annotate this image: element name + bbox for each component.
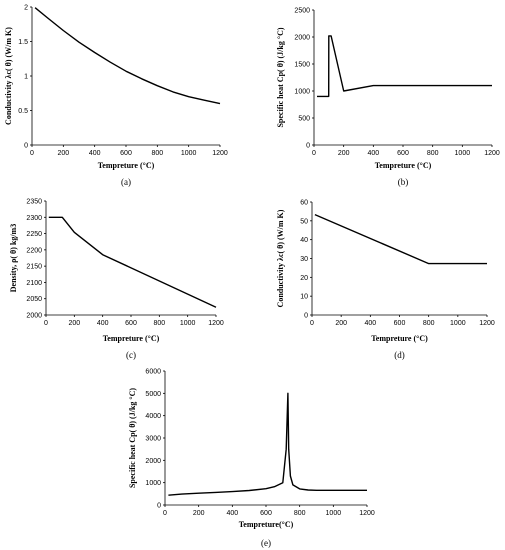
panel-label-e: (e): [261, 538, 271, 548]
y-tick-label: 2050: [26, 296, 42, 303]
x-tick-label: 800: [151, 150, 163, 157]
x-tick-label: 1200: [479, 320, 495, 327]
x-tick-label: 0: [44, 320, 48, 327]
y-tick-label: 0: [306, 143, 310, 150]
y-tick-label: 2500: [294, 8, 310, 15]
y-tick-label: 1000: [145, 480, 161, 487]
y-tick-label: 5000: [145, 391, 161, 398]
y-tick-label: 3000: [145, 436, 161, 443]
y-tick-label: 2150: [26, 264, 42, 271]
x-tick-label: 600: [125, 320, 137, 327]
y-tick-label: 40: [300, 237, 308, 244]
x-tick-label: 200: [57, 150, 69, 157]
y-tick-label: 0.5: [18, 108, 28, 115]
chart-panel-c: 0 200 400 600 800 1000 1200 2000 2050 2100 2150 220…: [9, 199, 224, 361]
y-tick-label: 4000: [145, 413, 161, 420]
y-tick-label: 2300: [26, 215, 42, 222]
x-tick-label: 400: [97, 320, 109, 327]
x-tick-label: 1000: [450, 320, 466, 327]
y-tick-label: 500: [298, 116, 310, 123]
x-tick-label: 200: [335, 320, 347, 327]
x-axis-title: Tempreture (°C): [375, 161, 432, 170]
x-tick-label: 400: [89, 150, 101, 157]
y-tick-label: 1000: [294, 89, 310, 96]
x-axis-title: Tempreture (°C): [371, 334, 428, 343]
series-line: [317, 35, 492, 98]
y-tick-label: 10: [300, 294, 308, 301]
x-tick-label: 1000: [455, 150, 471, 157]
series-line: [48, 216, 217, 308]
y-tick-label: 60: [300, 200, 308, 207]
y-tick-label: 2000: [294, 35, 310, 42]
y-axis-title: Conductivity λc( θ) (W/m K): [4, 27, 13, 125]
x-tick-label: 600: [260, 510, 272, 517]
y-tick-label: 2100: [26, 280, 42, 287]
x-tick-label: 200: [338, 150, 350, 157]
chart-panel-b: 0 200 400 600 800 1000 1200 0 500 1000 1500 2000 250…: [276, 8, 500, 188]
y-tick-label: 20: [300, 275, 308, 282]
panel-label-d: (d): [394, 350, 405, 360]
x-tick-label: 800: [153, 320, 165, 327]
y-axis-title: Conductivity λc( θ) (W/m K): [276, 209, 285, 307]
y-axis-title: Specific heat Cp( θ) (J/kg °C): [276, 27, 285, 127]
y-tick-label: 0: [157, 503, 161, 510]
series-line: [34, 7, 221, 105]
x-axis-title: Tempreture(°C): [239, 520, 294, 529]
series-line: [314, 213, 487, 265]
x-tick-label: 800: [427, 150, 439, 157]
x-tick-label: 200: [68, 320, 80, 327]
y-tick-label: 2000: [145, 458, 161, 465]
y-tick-label: 2000: [26, 313, 42, 320]
x-tick-label: 1200: [359, 510, 375, 517]
x-tick-label: 0: [163, 510, 167, 517]
y-tick-label: 0: [24, 143, 28, 150]
x-tick-label: 1000: [326, 510, 342, 517]
x-tick-label: 200: [193, 510, 205, 517]
x-tick-label: 400: [367, 150, 379, 157]
series-line: [168, 392, 367, 496]
x-tick-label: 0: [310, 320, 314, 327]
panel-label-c: (c): [126, 350, 136, 360]
x-tick-label: 800: [294, 510, 306, 517]
y-axis-title: Density, ρ( θ) kg/m3: [9, 224, 18, 292]
y-tick-label: 0: [304, 313, 308, 320]
y-tick-label: 1500: [294, 62, 310, 69]
y-axis-title: Specific heat Cp( θ) (J/kg °C): [128, 388, 137, 488]
panel-label-a: (a): [121, 177, 131, 187]
x-tick-label: 400: [364, 320, 376, 327]
x-tick-label: 600: [394, 320, 406, 327]
x-tick-label: 0: [30, 150, 34, 157]
x-tick-label: 1200: [484, 150, 500, 157]
x-tick-label: 1200: [208, 320, 224, 327]
chart-panel-a: 0 200 400 600 800 1000 1200 0 0.5 1 1.5 2 Tempreture…: [4, 5, 228, 188]
x-tick-label: 800: [423, 320, 435, 327]
panel-label-b: (b): [398, 177, 409, 187]
x-axis-title: Tempreture (°C): [98, 161, 155, 170]
y-tick-label: 50: [300, 218, 308, 225]
y-tick-label: 1: [24, 74, 28, 81]
x-tick-label: 1000: [180, 320, 196, 327]
y-tick-label: 2350: [26, 199, 42, 206]
x-tick-label: 400: [226, 510, 238, 517]
x-tick-label: 0: [312, 150, 316, 157]
x-tick-label: 1000: [181, 150, 197, 157]
y-tick-label: 2: [24, 5, 28, 12]
chart-panel-d: 0 200 400 600 800 1000 1200 0 10 20 30 40 50 60 Tempre…: [276, 200, 495, 361]
y-tick-label: 2250: [26, 231, 42, 238]
x-tick-label: 600: [120, 150, 132, 157]
y-tick-label: 1.5: [18, 39, 28, 46]
x-tick-label: 1200: [212, 150, 228, 157]
y-tick-label: 6000: [145, 369, 161, 376]
x-axis-title: Tempreture (°C): [103, 334, 160, 343]
y-tick-label: 2200: [26, 247, 42, 254]
chart-panel-e: 0 200 400 600 800 1000 1200 0 1000 2000 3000 4000 50…: [128, 369, 375, 549]
x-tick-label: 600: [397, 150, 409, 157]
y-tick-label: 30: [300, 256, 308, 263]
